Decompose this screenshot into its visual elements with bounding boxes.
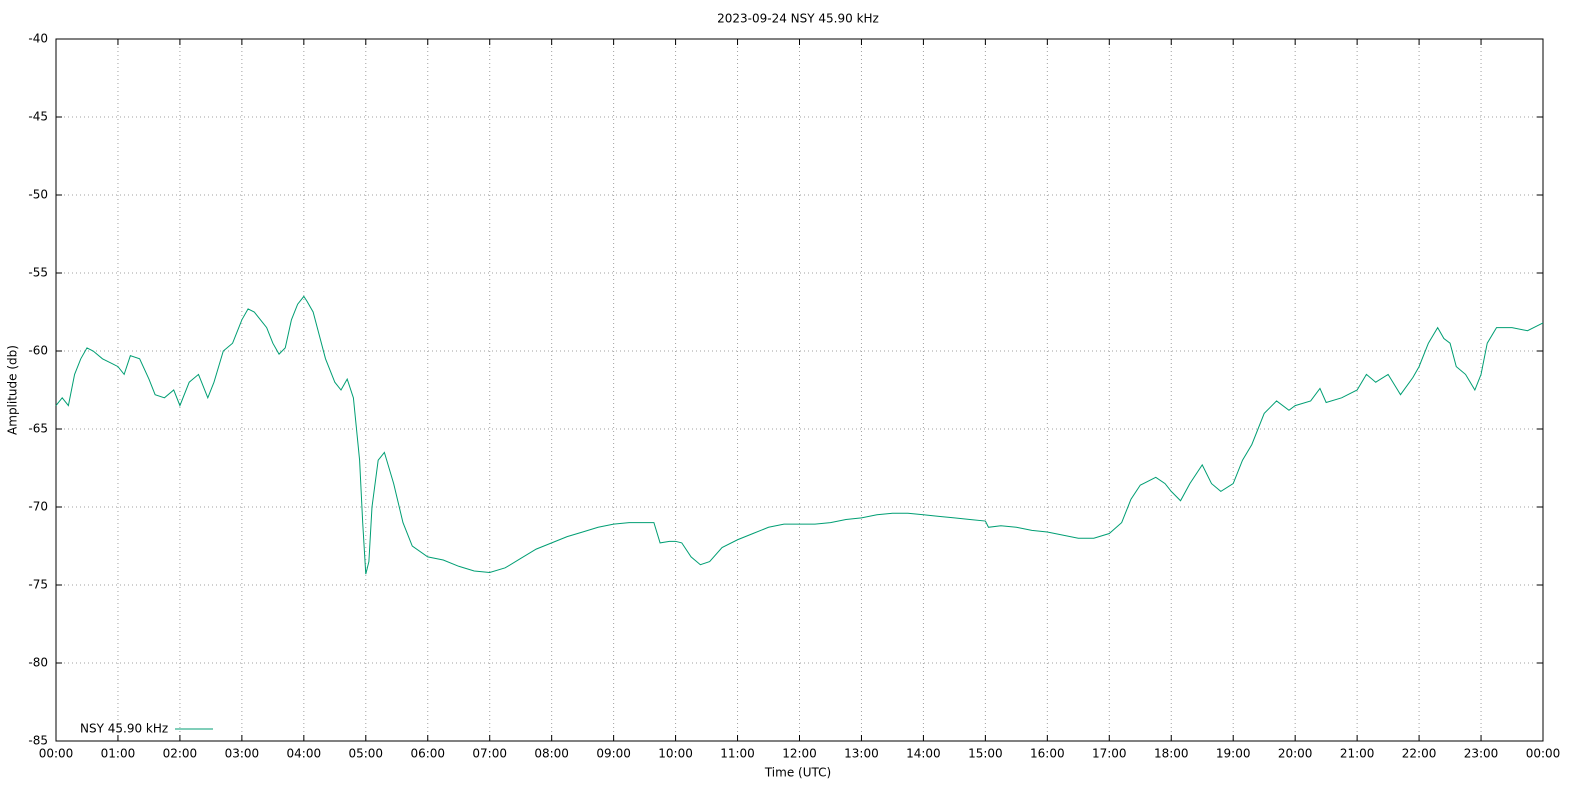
- y-tick-label: -65: [28, 422, 48, 436]
- y-tick-label: -45: [28, 110, 48, 124]
- x-tick-label: 21:00: [1340, 747, 1375, 761]
- x-tick-label: 09:00: [596, 747, 631, 761]
- x-tick-label: 08:00: [534, 747, 569, 761]
- y-tick-label: -60: [28, 344, 48, 358]
- plot-frame: [55, 38, 1544, 742]
- x-tick-label: 12:00: [782, 747, 817, 761]
- y-tick-label: -80: [28, 656, 48, 670]
- y-tick-label: -40: [28, 32, 48, 46]
- y-tick-label: -50: [28, 188, 48, 202]
- x-tick-label: 02:00: [163, 747, 198, 761]
- x-tick-label: 18:00: [1154, 747, 1189, 761]
- x-tick-label: 00:00: [39, 747, 74, 761]
- x-tick-label: 10:00: [658, 747, 693, 761]
- data-line: [55, 295, 1544, 575]
- x-tick-label: 16:00: [1030, 747, 1065, 761]
- y-tick-label: -75: [28, 578, 48, 592]
- x-tick-label: 15:00: [968, 747, 1003, 761]
- x-tick-label: 23:00: [1464, 747, 1499, 761]
- y-tick-label: -55: [28, 266, 48, 280]
- y-axis-label: Amplitude (db): [6, 345, 20, 435]
- x-tick-label: 04:00: [287, 747, 322, 761]
- x-axis-label: Time (UTC): [764, 766, 831, 780]
- legend-label: NSY 45.90 kHz: [80, 722, 168, 736]
- x-tick-label: 00:00: [1526, 747, 1561, 761]
- x-tick-label: 03:00: [225, 747, 260, 761]
- x-tick-label: 05:00: [348, 747, 383, 761]
- x-tick-label: 19:00: [1216, 747, 1251, 761]
- y-tick-label: -85: [28, 734, 48, 748]
- x-tick-label: 01:00: [101, 747, 136, 761]
- x-tick-label: 22:00: [1402, 747, 1437, 761]
- x-tick-label: 14:00: [906, 747, 941, 761]
- x-tick-label: 17:00: [1092, 747, 1127, 761]
- x-tick-label: 07:00: [472, 747, 507, 761]
- x-tick-label: 11:00: [720, 747, 755, 761]
- x-tick-label: 13:00: [844, 747, 879, 761]
- y-tick-label: -70: [28, 500, 48, 514]
- x-tick-label: 20:00: [1278, 747, 1313, 761]
- chart-title: 2023-09-24 NSY 45.90 kHz: [717, 12, 879, 26]
- x-tick-label: 06:00: [410, 747, 445, 761]
